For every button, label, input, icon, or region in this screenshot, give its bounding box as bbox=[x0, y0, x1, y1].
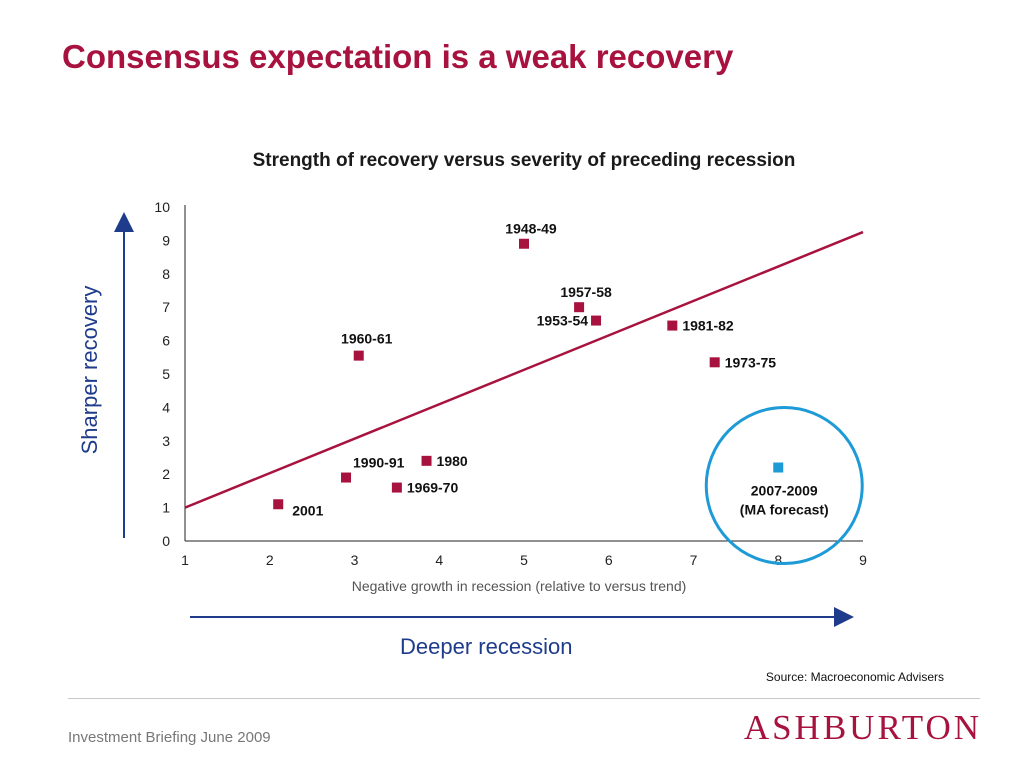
forecast-label-line1: 2007-2009 bbox=[751, 483, 818, 499]
data-point-label: 1969-70 bbox=[407, 480, 459, 496]
footer-text: Investment Briefing June 2009 bbox=[68, 729, 271, 746]
y-tick-label: 8 bbox=[162, 266, 170, 282]
x-tick-label: 4 bbox=[435, 552, 443, 568]
data-point-label: 1980 bbox=[437, 453, 468, 469]
forecast-highlight-circle bbox=[704, 406, 864, 566]
y-tick-label: 6 bbox=[162, 333, 170, 349]
x-tick-label: 7 bbox=[690, 552, 698, 568]
data-point-label: 1953-54 bbox=[537, 313, 589, 329]
x-tick-label: 3 bbox=[351, 552, 359, 568]
data-point-label: 1957-58 bbox=[560, 284, 612, 300]
ashburton-logo: ASHBURTON bbox=[743, 708, 982, 747]
data-point bbox=[519, 238, 529, 249]
y-tick-label: 0 bbox=[162, 533, 170, 549]
footer-divider bbox=[68, 698, 980, 699]
x-tick-label: 8 bbox=[774, 552, 782, 568]
trend-line bbox=[184, 230, 864, 509]
y-tick-label: 1 bbox=[162, 500, 170, 516]
data-point-label: 1990-91 bbox=[353, 455, 405, 471]
data-point bbox=[709, 357, 720, 368]
y-tick-label: 4 bbox=[162, 399, 170, 415]
forecast-point bbox=[773, 462, 784, 473]
x-tick-label: 5 bbox=[520, 552, 528, 568]
y-tick-label: 9 bbox=[162, 232, 170, 248]
x-axis-caption: Deeper recession bbox=[400, 634, 573, 659]
data-point bbox=[574, 302, 585, 313]
data-point-label: 1981-82 bbox=[682, 318, 734, 334]
data-point bbox=[273, 499, 284, 510]
y-tick-label: 3 bbox=[162, 433, 170, 449]
y-tick-label: 2 bbox=[162, 466, 170, 482]
slide-title: Consensus expectation is a weak recovery bbox=[62, 38, 734, 75]
y-tick-label: 7 bbox=[162, 299, 170, 315]
data-point-label: 1948-49 bbox=[505, 221, 557, 237]
x-tick-label: 6 bbox=[605, 552, 613, 568]
chart-title: Strength of recovery versus severity of … bbox=[252, 150, 796, 171]
forecast-label-line2: (MA forecast) bbox=[740, 502, 829, 518]
data-point-label: 1973-75 bbox=[725, 354, 777, 370]
data-point bbox=[421, 455, 432, 466]
x-tick-label: 9 bbox=[859, 552, 867, 568]
data-point bbox=[353, 350, 364, 361]
data-point bbox=[391, 482, 402, 493]
data-point-label: 1960-61 bbox=[341, 331, 393, 347]
x-axis-label: Negative growth in recession (relative t… bbox=[352, 578, 687, 594]
y-tick-label: 5 bbox=[162, 366, 170, 382]
x-tick-label: 2 bbox=[266, 552, 274, 568]
data-point bbox=[341, 472, 352, 483]
x-tick-label: 1 bbox=[181, 552, 189, 568]
source-note: Source: Macroeconomic Advisers bbox=[765, 670, 944, 684]
y-axis-caption: Sharper recovery bbox=[77, 285, 102, 455]
data-point bbox=[591, 315, 602, 326]
y-tick-label: 10 bbox=[154, 199, 170, 215]
data-point-label: 2001 bbox=[292, 502, 323, 518]
data-point bbox=[667, 320, 678, 331]
